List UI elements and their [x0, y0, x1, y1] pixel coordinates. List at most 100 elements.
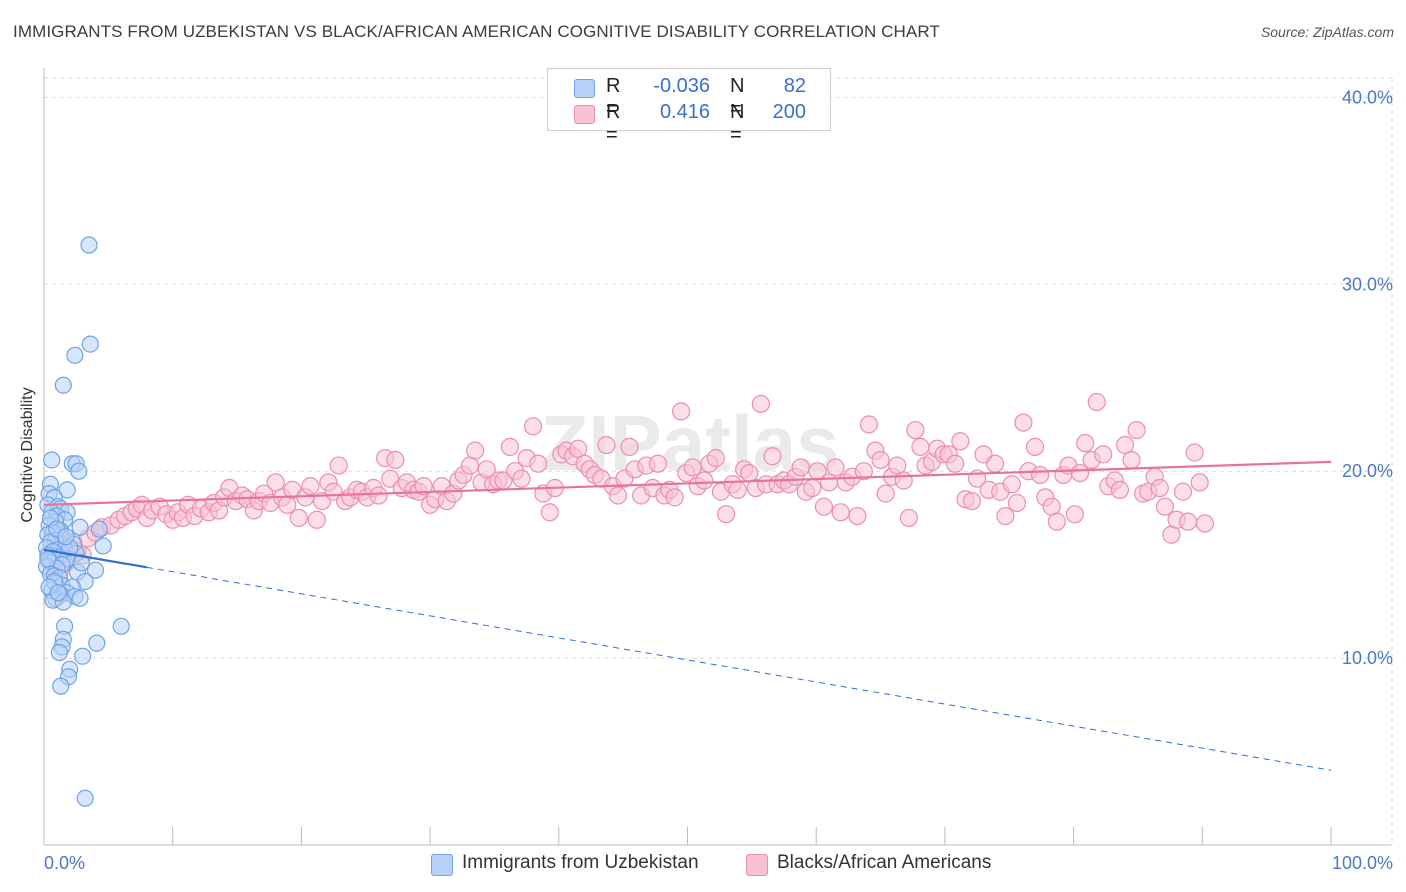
data-point-black: [500, 437, 519, 456]
data-point-black: [763, 447, 782, 466]
data-point-black: [751, 394, 770, 414]
legend-label: Blacks/African Americans: [777, 852, 992, 873]
y-tick-label: 30.0%: [1342, 274, 1393, 294]
data-point-black: [826, 458, 845, 477]
data-point-uzbekistan: [43, 451, 61, 469]
data-point-black: [529, 454, 548, 473]
legend-swatch-blue: [574, 79, 595, 98]
data-point-uzbekistan: [71, 589, 89, 607]
data-point-black: [512, 469, 531, 488]
data-point-black: [523, 417, 543, 436]
data-point-black: [814, 497, 834, 516]
data-point-black: [888, 456, 907, 475]
data-point-black: [597, 435, 616, 455]
data-point-black: [706, 449, 725, 468]
data-point-black: [962, 491, 982, 511]
data-point-black: [871, 450, 890, 470]
trend-line-uzbekistan-solid: [43, 548, 148, 569]
data-point-black: [1007, 493, 1027, 513]
data-point-black: [717, 505, 736, 524]
data-point-black: [848, 506, 867, 526]
legend-r-label: R =: [606, 75, 621, 120]
data-point-uzbekistan: [86, 561, 105, 579]
legend-n-value: 200: [772, 101, 806, 123]
data-point-black: [1150, 478, 1169, 498]
data-point-black: [414, 477, 433, 496]
data-point-uzbekistan: [49, 584, 67, 602]
data-point-black: [266, 473, 285, 492]
data-point-uzbekistan: [76, 789, 94, 807]
data-point-black: [466, 441, 485, 460]
legend-swatch-pink: [574, 105, 595, 124]
data-point-black: [876, 484, 895, 503]
data-point-black: [854, 462, 873, 481]
data-point-black: [695, 471, 714, 490]
data-point-black: [859, 415, 879, 434]
data-point-black: [608, 486, 628, 505]
data-point-uzbekistan: [52, 677, 70, 695]
data-point-black: [289, 508, 308, 528]
data-point-uzbekistan: [94, 537, 112, 555]
data-point-uzbekistan: [70, 462, 88, 480]
trend-line-uzbekistan-dashed: [146, 566, 1332, 771]
data-point-black: [307, 510, 326, 529]
data-point-black: [1173, 482, 1193, 501]
legend-swatch-pink: [746, 854, 768, 876]
trend-line-black: [43, 460, 1332, 506]
data-point-uzbekistan: [88, 634, 106, 652]
data-point-black: [665, 488, 684, 507]
y-tick-label: 20.0%: [1342, 461, 1393, 481]
legend-n-label: N =: [730, 101, 745, 146]
data-point-black: [996, 506, 1015, 526]
data-point-uzbekistan: [81, 335, 99, 353]
series-blacks-african-americans: [45, 392, 1214, 582]
data-point-black: [1155, 497, 1175, 516]
data-point-black: [648, 454, 667, 473]
data-point-black: [569, 439, 588, 458]
data-point-uzbekistan: [39, 550, 57, 568]
data-point-black: [911, 437, 930, 456]
data-point-black: [1087, 392, 1106, 412]
data-point-black: [894, 471, 913, 490]
data-point-black: [620, 437, 639, 456]
x-tick-label-min: 0.0%: [44, 853, 85, 873]
data-point-black: [1110, 480, 1130, 499]
data-point-black: [329, 456, 348, 475]
data-point-black: [1094, 445, 1113, 464]
data-point-black: [1122, 450, 1141, 470]
y-tick-label: 10.0%: [1342, 648, 1393, 668]
stats-legend: R = -0.036 N = 82 R = 0.416 N = 200: [547, 68, 831, 146]
data-point-black: [1127, 420, 1146, 440]
data-point-uzbekistan: [66, 346, 84, 364]
data-point-uzbekistan: [80, 236, 98, 254]
data-point-black: [386, 450, 405, 470]
data-point-uzbekistan: [54, 376, 72, 394]
data-point-black: [1065, 505, 1084, 524]
data-point-black: [946, 454, 965, 473]
legend-r-value: 0.416: [659, 101, 710, 123]
data-point-black: [301, 477, 320, 496]
data-point-black: [1025, 437, 1045, 456]
data-point-black: [1031, 465, 1050, 485]
legend-n-label: N =: [730, 75, 745, 120]
y-tick-labels: 10.0% 20.0% 30.0% 40.0%: [1342, 87, 1393, 668]
data-point-black: [951, 432, 970, 451]
legend-label: Immigrants from Uzbekistan: [462, 852, 699, 873]
data-point-black: [906, 420, 925, 440]
data-point-black: [671, 402, 691, 421]
legend-n-value: 82: [783, 75, 806, 97]
data-point-black: [1014, 413, 1033, 432]
data-point-black: [540, 503, 559, 522]
legend-swatch-blue: [431, 854, 453, 876]
data-point-uzbekistan: [57, 528, 75, 546]
data-point-uzbekistan: [50, 643, 69, 662]
data-point-black: [1195, 514, 1214, 533]
chart-title: IMMIGRANTS FROM UZBEKISTAN VS BLACK/AFRI…: [13, 22, 940, 41]
data-point-uzbekistan: [74, 647, 92, 665]
data-point-uzbekistan: [58, 481, 76, 499]
data-point-black: [1179, 512, 1198, 531]
data-point-black: [899, 508, 918, 528]
data-point-black: [1190, 473, 1209, 492]
trend-lines: [43, 460, 1332, 771]
